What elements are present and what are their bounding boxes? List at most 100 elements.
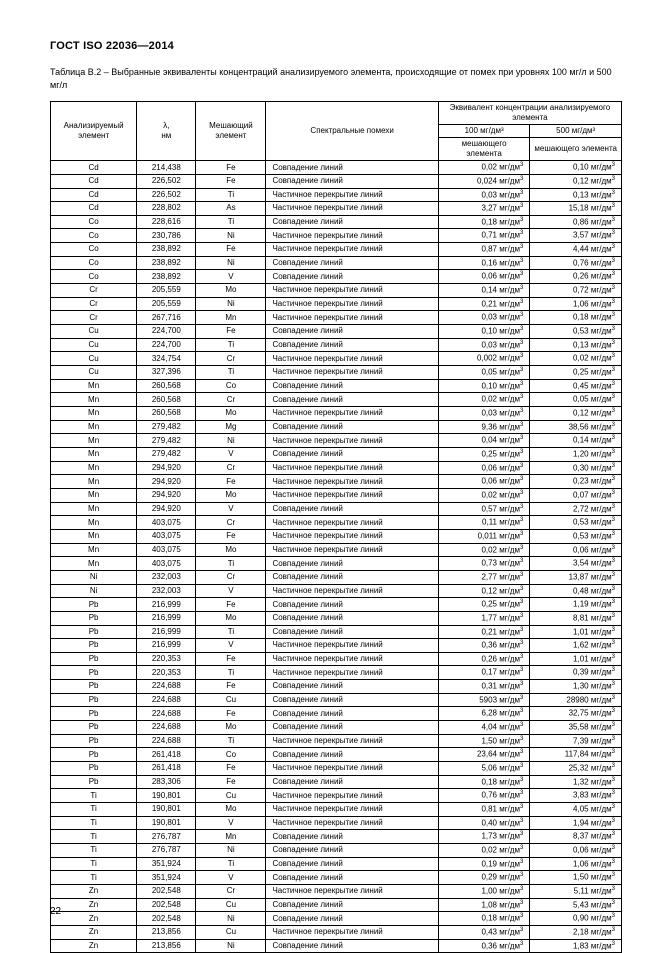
table-cell: 3,83 мг/дм3 — [530, 789, 622, 803]
table-cell: 0,25 мг/дм3 — [438, 598, 530, 612]
table-cell: Cu — [51, 352, 137, 366]
table-cell: Частичное перекрытие линий — [266, 188, 438, 202]
table-cell: Cr — [196, 393, 266, 407]
table-row: Cu224,700TiСовпадение линий0,03 мг/дм30,… — [51, 338, 622, 352]
table-cell: Mn — [51, 475, 137, 489]
table-cell: Ti — [196, 734, 266, 748]
table-cell: 0,76 мг/дм3 — [438, 789, 530, 803]
table-cell: Pb — [51, 680, 137, 694]
table-cell: Pb — [51, 611, 137, 625]
table-cell: 0,29 мг/дм3 — [438, 871, 530, 885]
table-cell: 0,86 мг/дм3 — [530, 215, 622, 229]
table-cell: Частичное перекрытие линий — [266, 803, 438, 817]
table-cell: 224,700 — [137, 338, 196, 352]
table-cell: 261,418 — [137, 748, 196, 762]
table-cell: 0,25 мг/дм3 — [438, 447, 530, 461]
table-cell: 0,21 мг/дм3 — [438, 297, 530, 311]
table-cell: Ni — [196, 912, 266, 926]
table-cell: 230,786 — [137, 229, 196, 243]
table-cell: 224,700 — [137, 325, 196, 339]
table-row: Cr267,716MnЧастичное перекрытие линий0,0… — [51, 311, 622, 325]
table-cell: 32,75 мг/дм3 — [530, 707, 622, 721]
table-cell: Ni — [196, 229, 266, 243]
table-cell: Co — [51, 270, 137, 284]
table-cell: 5,06 мг/дм3 — [438, 762, 530, 776]
table-cell: Mn — [196, 311, 266, 325]
table-cell: 0,13 мг/дм3 — [530, 338, 622, 352]
table-cell: 117,84 мг/дм3 — [530, 748, 622, 762]
table-cell: Частичное перекрытие линий — [266, 639, 438, 653]
table-cell: 202,548 — [137, 898, 196, 912]
th-wavelength: λ,нм — [137, 102, 196, 161]
table-cell: Ti — [51, 789, 137, 803]
table-cell: 0,53 мг/дм3 — [530, 325, 622, 339]
table-row: Zn213,856NiСовпадение линий0,36 мг/дм31,… — [51, 939, 622, 953]
table-cell: 0,26 мг/дм3 — [530, 270, 622, 284]
table-cell: 224,688 — [137, 734, 196, 748]
table-cell: Ti — [196, 666, 266, 680]
table-cell: Zn — [51, 898, 137, 912]
table-row: Mn260,568CoСовпадение линий0,10 мг/дм30,… — [51, 379, 622, 393]
table-cell: Mo — [196, 488, 266, 502]
table-cell: 224,688 — [137, 693, 196, 707]
table-cell: 0,53 мг/дм3 — [530, 516, 622, 530]
table-cell: Частичное перекрытие линий — [266, 284, 438, 298]
table-cell: Частичное перекрытие линий — [266, 229, 438, 243]
table-cell: 3,54 мг/дм3 — [530, 557, 622, 571]
table-cell: Ti — [51, 871, 137, 885]
table-cell: 5,11 мг/дм3 — [530, 884, 622, 898]
table-cell: 0,002 мг/дм3 — [438, 352, 530, 366]
table-cell: 216,999 — [137, 625, 196, 639]
table-cell: Совпадение линий — [266, 611, 438, 625]
table-row: Cd228,802AsЧастичное перекрытие линий3,2… — [51, 202, 622, 216]
table-cell: Cd — [51, 188, 137, 202]
table-cell: Cd — [51, 202, 137, 216]
table-cell: Совпадение линий — [266, 871, 438, 885]
table-cell: 0,02 мг/дм3 — [438, 488, 530, 502]
table-cell: Частичное перекрытие линий — [266, 666, 438, 680]
table-cell: Cr — [196, 461, 266, 475]
table-row: Mn294,920MoЧастичное перекрытие линий0,0… — [51, 488, 622, 502]
table-cell: Pb — [51, 775, 137, 789]
table-row: Pb261,418CoСовпадение линий23,64 мг/дм31… — [51, 748, 622, 762]
table-cell: Mn — [51, 488, 137, 502]
table-cell: 1,50 мг/дм3 — [530, 871, 622, 885]
table-cell: 260,568 — [137, 393, 196, 407]
table-cell: Частичное перекрытие линий — [266, 488, 438, 502]
table-cell: Cd — [51, 174, 137, 188]
table-row: Ti190,801MoЧастичное перекрытие линий0,8… — [51, 803, 622, 817]
table-cell: 220,353 — [137, 666, 196, 680]
table-cell: Частичное перекрытие линий — [266, 243, 438, 257]
table-cell: 28980 мг/дм3 — [530, 693, 622, 707]
table-cell: Ni — [51, 570, 137, 584]
table-cell: 294,920 — [137, 488, 196, 502]
table-cell: Совпадение линий — [266, 707, 438, 721]
table-cell: 0,81 мг/дм3 — [438, 803, 530, 817]
table-row: Cr205,559NiЧастичное перекрытие линий0,2… — [51, 297, 622, 311]
table-cell: 0,57 мг/дм3 — [438, 502, 530, 516]
table-cell: Mo — [196, 721, 266, 735]
table-cell: Частичное перекрытие линий — [266, 461, 438, 475]
table-cell: Zn — [51, 884, 137, 898]
table-row: Pb283,306FeСовпадение линий0,18 мг/дм31,… — [51, 775, 622, 789]
table-cell: Совпадение линий — [266, 680, 438, 694]
table-cell: 190,801 — [137, 803, 196, 817]
table-cell: Co — [51, 256, 137, 270]
table-row: Pb220,353FeЧастичное перекрытие линий0,2… — [51, 652, 622, 666]
table-cell: Ti — [196, 557, 266, 571]
table-cell: Совпадение линий — [266, 857, 438, 871]
table-cell: Совпадение линий — [266, 502, 438, 516]
table-cell: Частичное перекрытие линий — [266, 407, 438, 421]
table-cell: Fe — [196, 775, 266, 789]
table-cell: 0,02 мг/дм3 — [438, 161, 530, 175]
table-cell: 324,754 — [137, 352, 196, 366]
table-cell: 216,999 — [137, 598, 196, 612]
table-cell: Совпадение линий — [266, 844, 438, 858]
table-cell: 261,418 — [137, 762, 196, 776]
table-cell: Pb — [51, 666, 137, 680]
table-cell: 8,81 мг/дм3 — [530, 611, 622, 625]
table-cell: Cu — [196, 693, 266, 707]
table-row: Mn260,568CrСовпадение линий0,02 мг/дм30,… — [51, 393, 622, 407]
table-cell: 213,856 — [137, 939, 196, 953]
th-eq-500-top: 500 мг/дм³ — [530, 125, 622, 138]
